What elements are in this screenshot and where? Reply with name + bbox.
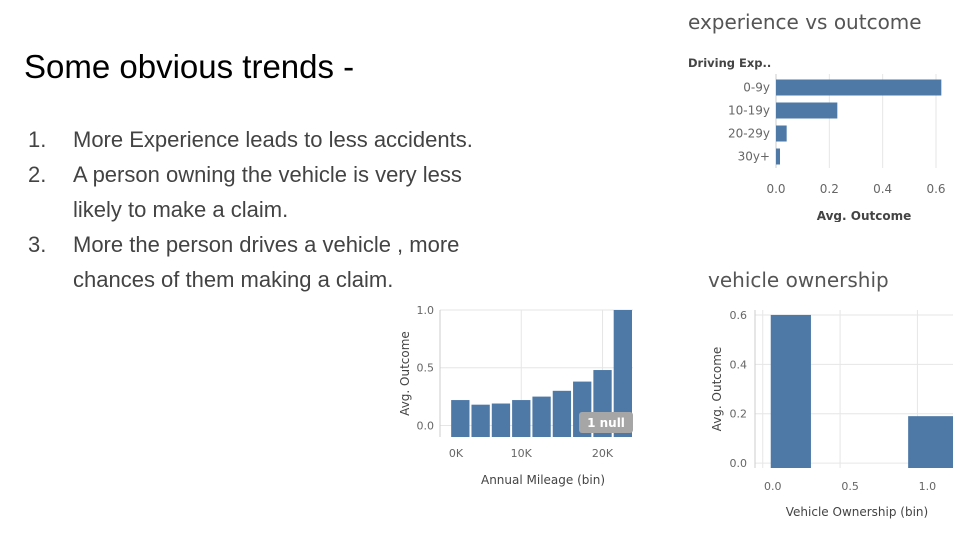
bar — [776, 79, 942, 96]
x-axis-label: Avg. Outcome — [817, 209, 912, 222]
category-label: 10-19y — [728, 104, 770, 118]
trend-number: 2. — [28, 162, 47, 187]
trend-item-1: 1. More Experience leads to less acciden… — [24, 122, 584, 157]
bar — [451, 400, 470, 437]
y-tick-label: 1.0 — [417, 304, 435, 317]
bar — [908, 416, 953, 468]
trend-list: 1. More Experience leads to less acciden… — [24, 122, 584, 297]
x-axis-label: Vehicle Ownership (bin) — [786, 505, 928, 519]
bar — [532, 396, 551, 437]
category-label: 0-9y — [743, 81, 770, 95]
trend-number: 1. — [28, 127, 47, 152]
y-tick-label: 0.4 — [730, 358, 748, 371]
bar — [471, 404, 490, 437]
x-tick-label: 0K — [449, 447, 464, 460]
null-indicator-label: 1 null — [587, 416, 625, 430]
x-tick-label: 10K — [511, 447, 533, 460]
category-label: 30y+ — [738, 150, 770, 164]
experience-chart-title: experience vs outcome — [688, 10, 922, 34]
experience-chart: Driving Exp.. 0-9y 10-19y 20-29y 30y+ 0.0 0.2 0… — [688, 56, 946, 222]
x-tick-label: 1.0 — [919, 480, 937, 493]
category-label: 20-29y — [728, 127, 770, 141]
trend-text-line: likely to make a claim. — [73, 197, 289, 222]
y-tick-label: 0.2 — [730, 408, 748, 421]
y-axis-label: Avg. Outcome — [710, 347, 724, 432]
x-tick-label: 0.0 — [766, 182, 785, 196]
bar — [776, 148, 780, 165]
category-header: Driving Exp.. — [688, 56, 771, 70]
x-tick-label: 0.4 — [873, 182, 892, 196]
x-tick-label: 0.0 — [764, 480, 782, 493]
x-tick-label: 0.6 — [926, 182, 945, 196]
x-tick-label: 0.2 — [820, 182, 839, 196]
slide-title: Some obvious trends - — [24, 48, 355, 85]
x-tick-label: 0.5 — [841, 480, 859, 493]
bar — [512, 400, 531, 437]
trend-text-line: A person owning the vehicle is very less — [73, 162, 462, 187]
ownership-chart: 0.0 0.2 0.4 0.6 0.0 0.5 1.0 Vehicle Ownership (… — [710, 309, 953, 519]
bar — [552, 390, 572, 437]
trend-text-line: More Experience leads to less accidents. — [73, 127, 473, 152]
bar — [770, 314, 811, 468]
y-tick-label: 0.6 — [730, 309, 748, 322]
y-tick-label: 0.0 — [730, 457, 748, 470]
bar — [491, 403, 511, 437]
bar — [613, 310, 632, 437]
ownership-chart-title: vehicle ownership — [708, 268, 889, 292]
null-indicator-badge — [579, 412, 633, 433]
trend-item-2: 2. A person owning the vehicle is very l… — [24, 157, 584, 227]
y-axis-label: Avg. Outcome — [398, 331, 412, 416]
mileage-chart: 0.0 0.5 1.0 0K 10K 20K Annual Mileage (bin) Avg… — [398, 304, 633, 487]
x-tick-label: 20K — [592, 447, 614, 460]
bar — [776, 102, 838, 119]
trend-item-3: 3. More the person drives a vehicle , mo… — [24, 227, 584, 297]
bar — [776, 125, 787, 142]
trend-text-line: More the person drives a vehicle , more — [73, 232, 460, 257]
x-axis-label: Annual Mileage (bin) — [481, 473, 605, 487]
trend-text-line: chances of them making a claim. — [73, 267, 394, 292]
y-tick-label: 0.5 — [417, 362, 435, 375]
y-tick-label: 0.0 — [417, 419, 435, 432]
trend-number: 3. — [28, 232, 47, 257]
